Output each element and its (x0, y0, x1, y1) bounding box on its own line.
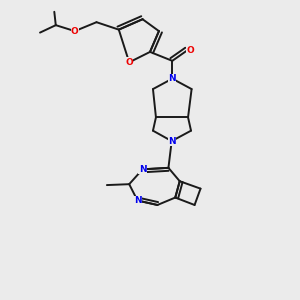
Text: N: N (134, 196, 141, 205)
Text: O: O (186, 46, 194, 55)
Text: N: N (169, 74, 176, 83)
Text: N: N (168, 136, 176, 146)
Text: O: O (125, 58, 133, 67)
Text: N: N (139, 165, 146, 174)
Text: O: O (71, 27, 79, 36)
